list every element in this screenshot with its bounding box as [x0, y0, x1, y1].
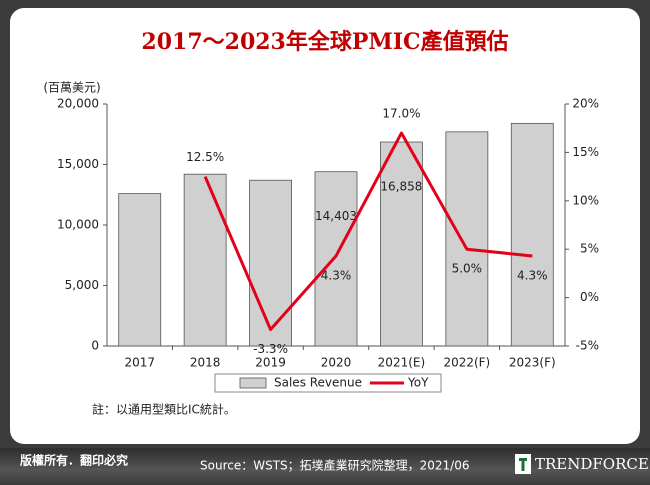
logo-mark — [519, 458, 527, 471]
line — [203, 131, 533, 332]
legend-swatch — [239, 377, 267, 389]
bar — [380, 141, 423, 347]
legend-label: YoY — [407, 376, 429, 390]
line-label: 4.3% — [321, 268, 352, 282]
footer — [0, 448, 650, 485]
x-tick-label: 2018 — [190, 356, 221, 370]
bar — [183, 173, 227, 347]
y-tick-label: 20,000 — [57, 97, 99, 111]
x-tick-label: 2017 — [124, 356, 155, 370]
legend-box — [214, 373, 442, 393]
y-tick-label: 15,000 — [57, 157, 99, 171]
x-tick-label: 2021(E) — [378, 356, 425, 370]
y2-tick-label: -5% — [576, 339, 599, 353]
chart-title: 2017～2023年全球PMIC產值預估 — [141, 29, 508, 55]
x-tick-label: 2022(F) — [443, 356, 490, 370]
y2-tick-label: 0% — [580, 290, 599, 304]
line-label: 4.3% — [517, 268, 548, 282]
note: 註：以通用型類比IC統計。 — [92, 402, 236, 417]
y2-tick-label: 5% — [580, 242, 599, 256]
y-tick-label: 5,000 — [65, 278, 99, 292]
bar — [510, 122, 554, 347]
x-tick-label: 2019 — [255, 356, 286, 370]
bar — [445, 131, 489, 347]
bar-label: 14,403 — [315, 209, 357, 223]
y-axis-title: (百萬美元) — [43, 81, 100, 95]
bar — [314, 171, 358, 347]
y2-tick-label: 10% — [572, 193, 599, 207]
line-label: 12.5% — [186, 150, 224, 164]
copyright: 版權所有．翻印必究 — [20, 453, 128, 468]
bar — [118, 193, 162, 347]
y2-tick-label: 15% — [572, 145, 599, 159]
y2-tick-label: 20% — [572, 97, 599, 111]
logo: TRENDFORCE — [535, 455, 649, 473]
bar — [249, 179, 292, 347]
y-tick-label: 10,000 — [57, 218, 99, 232]
y-tick-label: 0 — [91, 339, 99, 353]
line-label: -3.3% — [253, 342, 288, 356]
source: Source：WSTS；拓墣產業研究院整理，2021/06 — [200, 458, 470, 473]
x-tick-label: 2023(F) — [509, 356, 556, 370]
line-label: 17.0% — [382, 107, 420, 121]
line-label: 5.0% — [452, 262, 483, 276]
bar-label: 16,858 — [380, 180, 422, 194]
x-tick-label: 2020 — [321, 356, 352, 370]
legend-label: Sales Revenue — [274, 376, 362, 390]
